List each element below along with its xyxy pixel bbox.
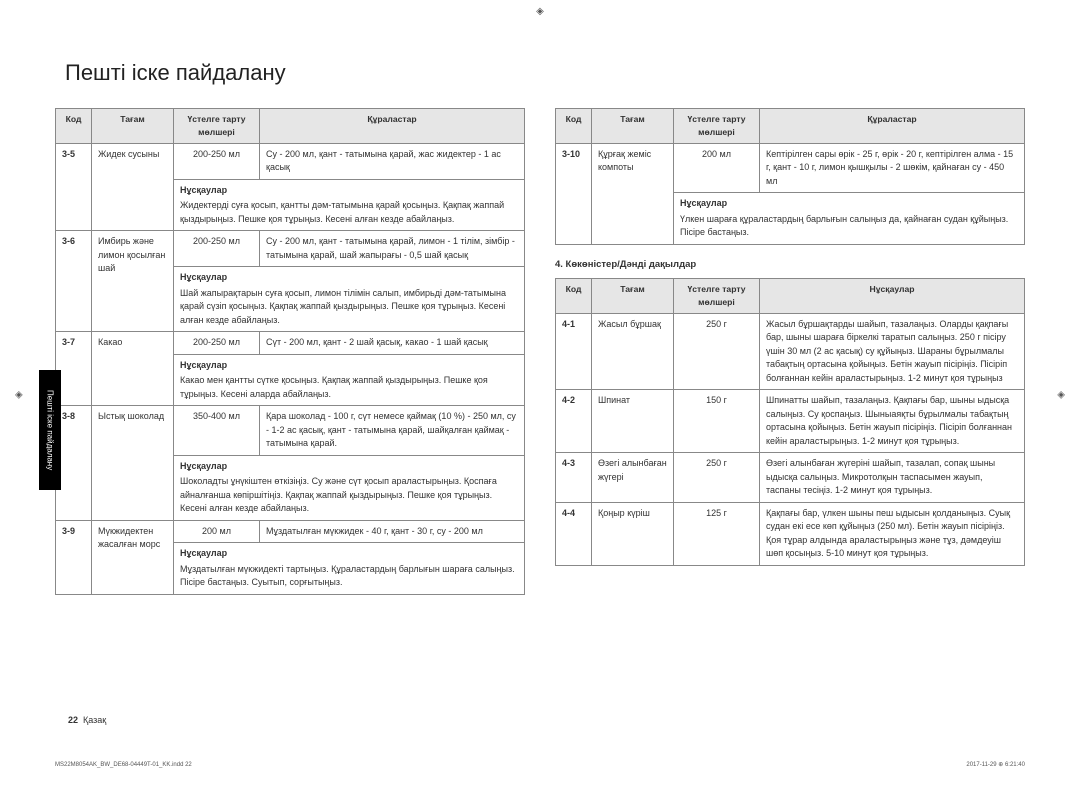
th-food: Тағам	[92, 109, 174, 144]
right-top-table: Код Тағам Үстелге тарту мөлшері Құраласт…	[555, 108, 1025, 245]
cell-instr: НұсқауларҮлкен шараға құраластардың барл…	[674, 193, 1025, 245]
cell-food: Ыстық шоколад	[92, 406, 174, 521]
cell-serving: 200-250 мл	[174, 231, 260, 267]
table-row: 3-10Құрғақ жеміс компоты200 млКептірілге…	[556, 143, 1025, 193]
cell-food: Жасыл бұршақ	[592, 313, 674, 390]
cell-serving: 250 г	[674, 453, 760, 503]
tiny-footer-left: MS22M8054AK_BW_DE68-04449T-01_KK.indd 22	[55, 762, 192, 768]
cell-ing: Сүт - 200 мл, қант - 2 шай қасық, какао …	[260, 332, 525, 355]
table-row: 3-7Какао200-250 млСүт - 200 мл, қант - 2…	[56, 332, 525, 355]
cell-instr: Шпинатты шайып, тазалаңыз. Қақпағы бар, …	[760, 390, 1025, 453]
cell-instr: НұсқауларКакао мен қантты сүтке қосыңыз.…	[174, 354, 525, 406]
cell-serving: 125 г	[674, 502, 760, 565]
cell-instr: НұсқауларЖидектерді суға қосып, қантты д…	[174, 179, 525, 231]
th-ing: Құраластар	[260, 109, 525, 144]
th-code: Код	[556, 278, 592, 313]
right-bottom-table: Код Тағам Үстелге тарту мөлшері Нұсқаула…	[555, 278, 1025, 566]
cell-instr: Жасыл бұршақтарды шайып, тазалаңыз. Олар…	[760, 313, 1025, 390]
th-food: Тағам	[592, 109, 674, 144]
table-row: 3-6Имбирь және лимон қосылған шай200-250…	[56, 231, 525, 267]
cell-code: 4-1	[556, 313, 592, 390]
table-row: 4-2Шпинат150 гШпинатты шайып, тазалаңыз.…	[556, 390, 1025, 453]
tiny-footer-right: 2017-11-29 ⊕ 6:21:40	[966, 761, 1025, 768]
instr-label: Нұсқаулар	[180, 460, 518, 474]
cell-food: Какао	[92, 332, 174, 406]
th-serving: Үстелге тарту мөлшері	[674, 109, 760, 144]
cell-serving: 350-400 мл	[174, 406, 260, 456]
table-row: 4-1Жасыл бұршақ250 гЖасыл бұршақтарды ша…	[556, 313, 1025, 390]
cell-food: Имбирь және лимон қосылған шай	[92, 231, 174, 332]
cell-ing: Су - 200 мл, қант - татымына қарай, жас …	[260, 143, 525, 179]
content-columns: Код Тағам Үстелге тарту мөлшері Құраласт…	[55, 108, 1025, 595]
table-row: 3-9Мүкжидектен жасалған морс200 млМұздат…	[56, 520, 525, 543]
register-mark-left: ◈	[15, 390, 23, 401]
th-food: Тағам	[592, 278, 674, 313]
th-serving: Үстелге тарту мөлшері	[174, 109, 260, 144]
cell-instr: НұсқауларМұздатылған мүкжидекті тартыңыз…	[174, 543, 525, 595]
cell-serving: 250 г	[674, 313, 760, 390]
cell-food: Мүкжидектен жасалған морс	[92, 520, 174, 594]
instr-label: Нұсқаулар	[680, 197, 1018, 211]
cell-food: Өзегі алынбаған жүгері	[592, 453, 674, 503]
cell-food: Жидек сусыны	[92, 143, 174, 231]
cell-food: Қоңыр күріш	[592, 502, 674, 565]
page-lang: Қазақ	[83, 715, 106, 725]
instr-label: Нұсқаулар	[180, 359, 518, 373]
cell-food: Құрғақ жеміс компоты	[592, 143, 674, 244]
cell-code: 3-6	[56, 231, 92, 332]
cell-food: Шпинат	[592, 390, 674, 453]
th-instr: Нұсқаулар	[760, 278, 1025, 313]
cell-instr: НұсқауларШоколадты ұнүкіштен өткізіңіз. …	[174, 455, 525, 520]
cell-ing: Қара шоколад - 100 г, сүт немесе қаймақ …	[260, 406, 525, 456]
cell-serving: 200 мл	[674, 143, 760, 193]
cell-ing: Су - 200 мл, қант - татымына қарай, лимо…	[260, 231, 525, 267]
cell-serving: 200 мл	[174, 520, 260, 543]
cell-code: 3-9	[56, 520, 92, 594]
table-row: 3-5Жидек сусыны200-250 млСу - 200 мл, қа…	[56, 143, 525, 179]
right-column: Код Тағам Үстелге тарту мөлшері Құраласт…	[555, 108, 1025, 595]
register-mark-right: ◈	[1057, 390, 1065, 401]
table-row: 4-4Қоңыр күріш125 гҚақпағы бар, үлкен шы…	[556, 502, 1025, 565]
side-tab: Пешті іске пайдалану	[39, 370, 61, 490]
instr-label: Нұсқаулар	[180, 184, 518, 198]
left-table: Код Тағам Үстелге тарту мөлшері Құраласт…	[55, 108, 525, 595]
cell-code: 3-10	[556, 143, 592, 244]
table-row: 3-8Ыстық шоколад350-400 млҚара шоколад -…	[56, 406, 525, 456]
table-row: 4-3Өзегі алынбаған жүгері250 гӨзегі алын…	[556, 453, 1025, 503]
cell-serving: 200-250 мл	[174, 332, 260, 355]
cell-ing: Кептірілген сары өрік - 25 г, өрік - 20 …	[760, 143, 1025, 193]
left-column: Код Тағам Үстелге тарту мөлшері Құраласт…	[55, 108, 525, 595]
th-code: Код	[56, 109, 92, 144]
cell-instr: Қақпағы бар, үлкен шыны пеш ыдысын қолда…	[760, 502, 1025, 565]
instr-label: Нұсқаулар	[180, 271, 518, 285]
page-number: 22	[68, 715, 78, 725]
cell-instr: Өзегі алынбаған жүгеріні шайып, тазалап,…	[760, 453, 1025, 503]
cell-code: 3-5	[56, 143, 92, 231]
page-title: Пешті іске пайдалану	[65, 60, 1025, 86]
register-mark-top: ◈	[536, 6, 544, 17]
cell-code: 4-4	[556, 502, 592, 565]
th-code: Код	[556, 109, 592, 144]
th-serving: Үстелге тарту мөлшері	[674, 278, 760, 313]
cell-code: 4-3	[556, 453, 592, 503]
cell-instr: НұсқауларШай жапырақтарын суға қосып, ли…	[174, 267, 525, 332]
page-footer: 22 Қазақ	[68, 715, 106, 725]
instr-label: Нұсқаулар	[180, 547, 518, 561]
cell-serving: 200-250 мл	[174, 143, 260, 179]
th-ing: Құраластар	[760, 109, 1025, 144]
subheading-4: 4. Көкөністер/Дәнді дақылдар	[555, 259, 1025, 270]
cell-code: 4-2	[556, 390, 592, 453]
cell-ing: Мұздатылған мүкжидек - 40 г, қант - 30 г…	[260, 520, 525, 543]
cell-serving: 150 г	[674, 390, 760, 453]
